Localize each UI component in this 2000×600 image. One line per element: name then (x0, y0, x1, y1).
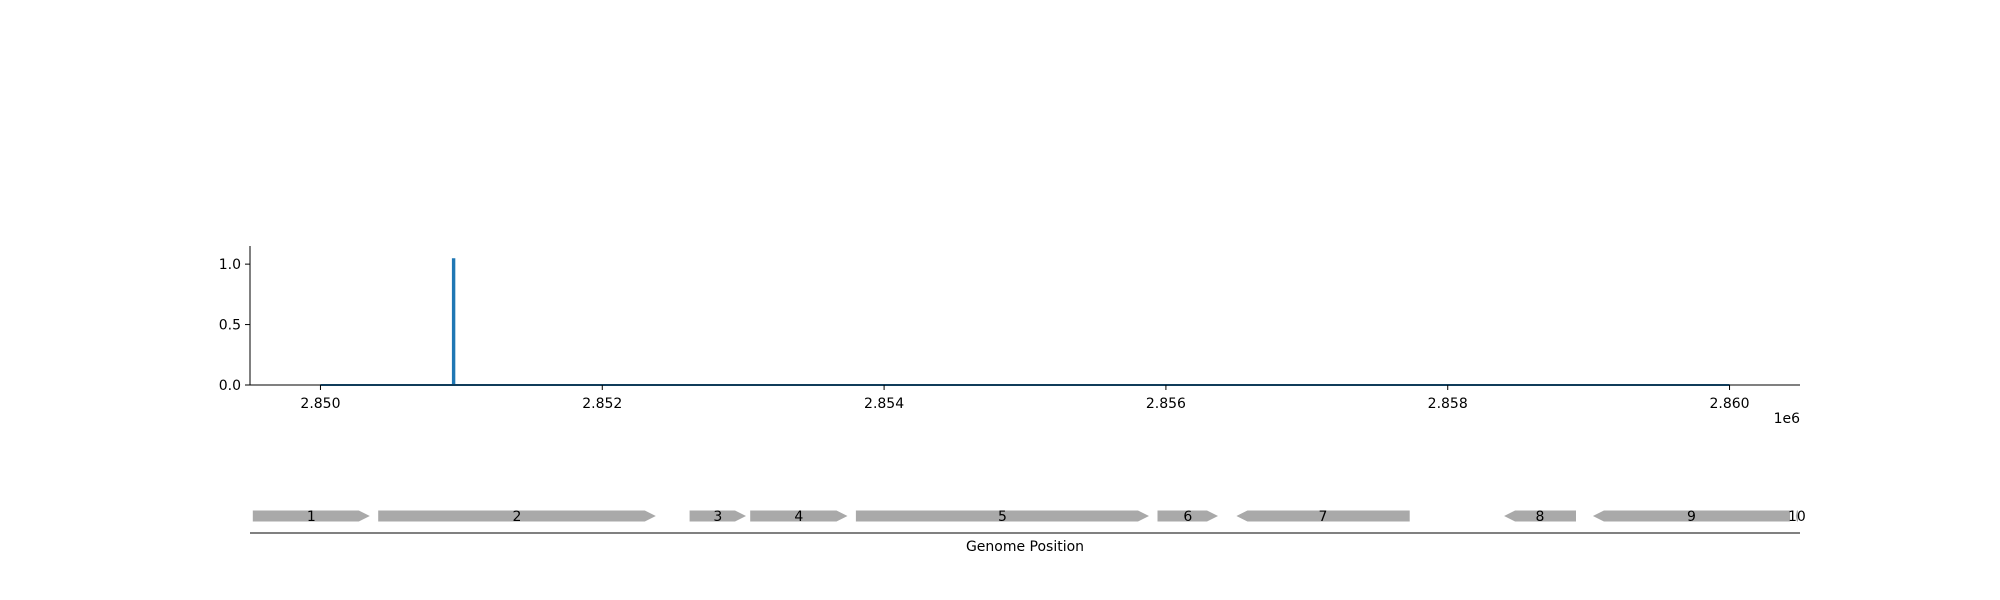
gene-arrow-3 (689, 510, 746, 522)
gene-label-8: 8 (1536, 509, 1545, 525)
gene-label-9: 9 (1687, 509, 1696, 525)
gene-layer: 1 2 3 4 5 6 7 8 9 10 (252, 509, 1806, 525)
x-tick-label: 2.856 (1146, 396, 1186, 412)
x-tick-label: 2.852 (582, 396, 622, 412)
gene-label-10: 10 (1788, 509, 1806, 525)
gene-arrow-1 (252, 510, 370, 522)
x-ticks: 2.850 2.852 2.854 2.856 2.858 2.860 (300, 385, 1750, 412)
gene-arrow-10 (1795, 510, 1798, 522)
coverage-line-0 (320, 258, 1730, 386)
gene-track-xlabel: Genome Position (966, 539, 1084, 555)
gene-arrow-6 (1157, 510, 1218, 522)
gene-label-2: 2 (513, 509, 522, 525)
y-tick-label: 0.0 (219, 378, 241, 394)
y-ticks: 0.0 0.5 1.0 (219, 257, 250, 394)
gene-label-1: 1 (307, 509, 316, 525)
gene-label-5: 5 (998, 509, 1007, 525)
coverage-series-layer (320, 258, 1730, 386)
y-tick-label: 0.5 (219, 318, 241, 334)
gene-arrow-7 (1236, 510, 1410, 522)
x-tick-label: 2.858 (1428, 396, 1468, 412)
gene-arrow-8 (1504, 510, 1576, 522)
y-tick-label: 1.0 (219, 257, 241, 273)
gene-track: 1 2 3 4 5 6 7 8 9 10 Genome Position (250, 509, 1806, 555)
gene-arrow-9 (1592, 510, 1791, 522)
coverage-plot: 2.850 2.852 2.854 2.856 2.858 2.860 0.0 0.5 1.0… (219, 246, 1800, 427)
gene-label-7: 7 (1319, 509, 1328, 525)
gene-label-3: 3 (713, 509, 722, 525)
gene-label-4: 4 (794, 509, 803, 525)
x-axis-offset-label: 1e6 (1774, 411, 1801, 427)
x-tick-label: 2.860 (1709, 396, 1749, 412)
gene-arrow-4 (750, 510, 848, 522)
gene-arrow-5 (855, 510, 1149, 522)
x-tick-label: 2.854 (864, 396, 904, 412)
x-tick-label: 2.850 (300, 396, 340, 412)
gene-label-6: 6 (1183, 509, 1192, 525)
gene-arrow-2 (378, 510, 656, 522)
